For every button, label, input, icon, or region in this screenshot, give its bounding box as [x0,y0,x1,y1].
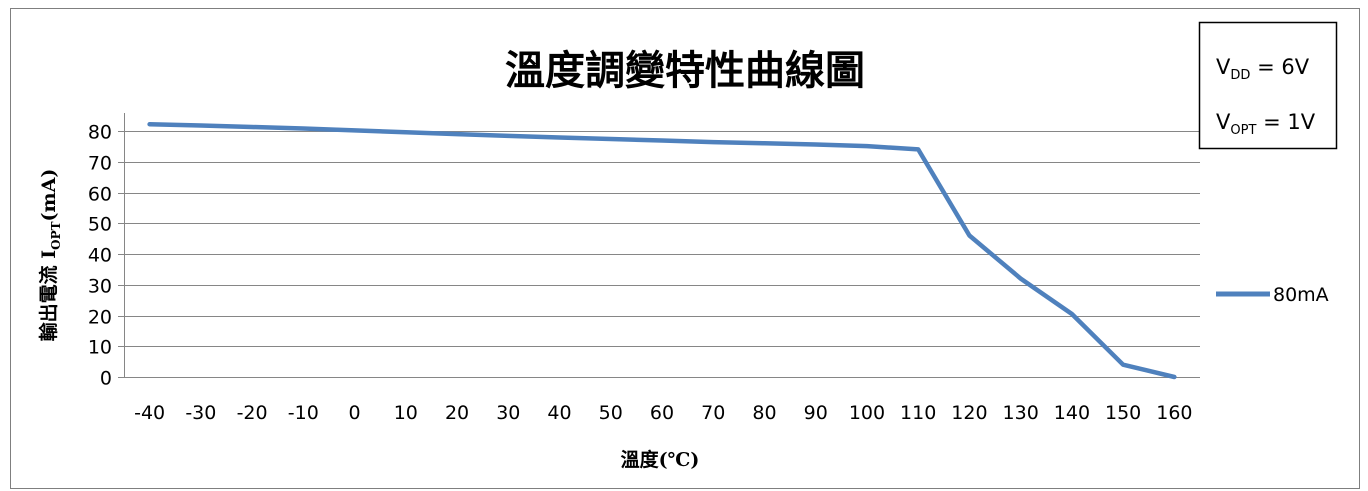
y-tick-label-30: 30 [88,276,112,298]
axes [118,113,1200,378]
series-lines [147,121,1177,380]
x-tick-label-50: 50 [599,402,623,424]
x-tick-label-30: 30 [496,402,520,424]
y-tick-label-80: 80 [88,122,112,144]
y-axis-label-sub: OPT [49,221,63,249]
y-tick-labels: 0 10 20 30 40 50 60 70 80 [88,122,112,390]
vopt-sub: OPT [1230,123,1256,138]
y-tick-label-20: 20 [88,307,112,329]
x-tick-label-60: 60 [650,402,674,424]
x-axis-label: 溫度(℃) [621,448,700,471]
x-tick-label-120: 120 [951,402,987,424]
y-tick-label-0: 0 [100,368,112,390]
x-tick-label-70: 70 [701,402,725,424]
x-tick-label-150: 150 [1105,402,1141,424]
x-tick-label--30: -30 [185,402,216,424]
x-tick-label--10: -10 [288,402,319,424]
chart-title: 溫度調變特性曲線圖 [505,47,865,94]
vdd-suffix: = 6V [1250,55,1309,79]
x-tick-label-0: 0 [349,402,361,424]
voltage-annotation-box: VDD = 6V VOPT = 1V [1198,21,1338,150]
x-tick-label-140: 140 [1054,402,1090,424]
vdd-prefix: V [1216,55,1231,79]
y-axis-label-suffix: (mA) [38,169,60,222]
y-axis-label-prefix: 輸出電流 I [37,250,60,342]
vopt-prefix: V [1216,110,1231,134]
x-tick-label-160: 160 [1156,402,1192,424]
x-tick-labels: -40 -30 -20 -10 0 10 20 30 40 50 60 70 80 90 100 110 120… [134,402,1192,424]
x-tick-label-100: 100 [849,402,885,424]
x-tick-label-130: 130 [1003,402,1039,424]
y-axis-label: 輸出電流 IOPT(mA) [37,169,63,342]
vopt-label: VOPT = 1V [1216,110,1316,138]
y-tick-label-60: 60 [88,184,112,206]
series-line-80mA [147,121,1177,380]
x-tick-label-80: 80 [752,402,776,424]
x-tick-label--40: -40 [134,402,165,424]
y-tick-label-10: 10 [88,337,112,359]
vdd-sub: DD [1230,68,1250,83]
x-tick-label-110: 110 [900,402,936,424]
gridlines [124,131,1200,347]
legend-label: 80mA [1273,284,1329,306]
x-tick-label-40: 40 [547,402,571,424]
x-tick-label--20: -20 [237,402,268,424]
y-tick-label-40: 40 [88,245,112,267]
x-tick-label-10: 10 [394,402,418,424]
x-tick-label-20: 20 [445,402,469,424]
y-tick-label-50: 50 [88,214,112,236]
vopt-suffix: = 1V [1256,110,1315,134]
legend: 80mA [1216,284,1329,306]
vdd-label: VDD = 6V [1216,55,1310,83]
chart-border [10,8,1360,489]
y-tick-label-70: 70 [88,153,112,175]
annotation-border [1198,21,1338,150]
x-tick-label-90: 90 [804,402,828,424]
